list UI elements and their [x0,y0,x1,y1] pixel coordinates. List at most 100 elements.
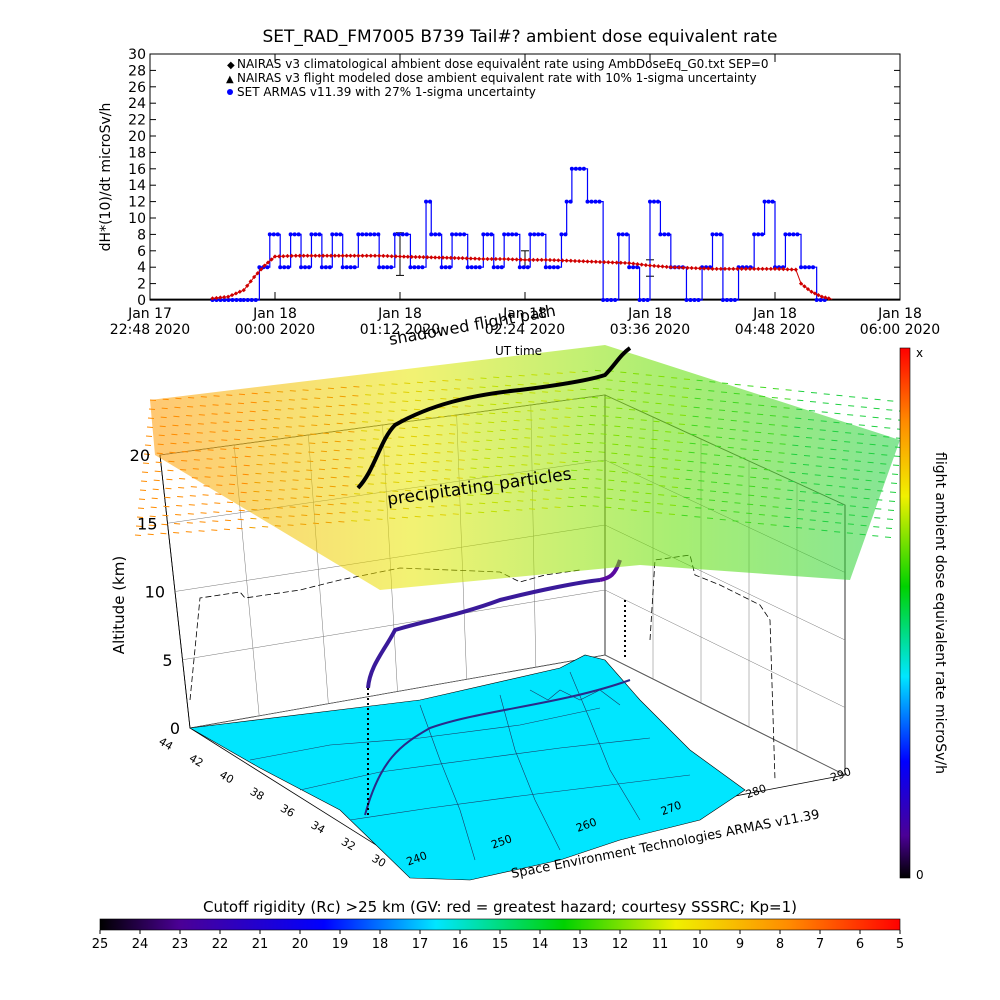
series-nairas-climatological-point [409,254,414,259]
series-set-armas-point [381,265,386,270]
particle-dash [167,469,174,472]
particle-dash [558,470,565,473]
particle-dash [776,470,783,472]
particle-dash [453,397,460,399]
particle-dash [853,469,860,471]
dose-colorbar: x 0 flight ambient dose equivalent rate … [899,346,948,882]
particle-dash [732,401,739,404]
x-tick-label-line2: 03:36 2020 [610,322,690,338]
series-set-armas-point [818,298,823,302]
series-nairas-climatological-point [647,263,653,268]
particle-dash [257,454,264,457]
series-nairas-climatological-point [685,265,690,270]
series-set-armas-point [265,265,270,270]
particle-dash [874,398,881,401]
particle-dash [809,401,817,403]
particle-dash [383,455,390,457]
particle-dash [837,504,844,506]
series-set-armas-point [760,232,765,237]
particle-dash [198,530,205,532]
particle-dash [812,492,819,494]
particle-dash [578,406,585,409]
particle-dash [559,461,566,464]
series-set-armas-point [481,232,486,237]
series-nairas-climatological-point [627,260,632,266]
rigidity-tick-label: 11 [652,937,669,952]
altitude-tick-label: 15 [137,514,157,533]
latitude-tick-label: 34 [309,818,328,836]
particle-dash [397,445,404,448]
series-set-armas-point [323,265,328,270]
series-nairas-climatological-point [781,267,786,272]
particle-dash [828,466,835,469]
particle-dash [212,404,219,406]
particle-dash [686,469,693,472]
particle-dash [490,510,497,513]
particle-dash [870,434,877,437]
series-nairas-climatological-point [226,294,231,299]
particle-dash [375,411,382,413]
rigidity-tick-label: 7 [816,937,824,952]
particle-dash [467,378,474,380]
particle-dash [222,430,229,432]
particle-dash [533,472,540,474]
particle-dash [691,424,698,427]
particle-dash [863,497,870,500]
particle-dash [250,517,257,520]
particle-dash [799,491,807,493]
particle-dash [801,473,809,475]
x-tick-label-line1: Jan 18 [252,306,297,322]
series-set-armas-point [641,298,646,302]
particle-dash [202,494,209,496]
particle-dash [659,485,666,487]
particle-dash [668,404,675,406]
particle-dash [288,515,295,517]
particle-dash [522,455,529,457]
particle-dash [360,439,367,441]
particle-dash [815,465,822,467]
particle-dash [695,388,702,391]
particle-dash [690,433,697,436]
series-set-armas-point [299,265,304,270]
particle-dash [751,467,758,470]
series-set-armas-point [569,166,574,171]
particle-dash [452,513,459,515]
particle-dash [427,398,434,401]
particle-dash [517,500,524,502]
particle-dash [887,400,894,402]
particle-dash [394,472,401,475]
rigidity-tick-label: 9 [736,937,744,952]
particle-dash [316,486,324,489]
series-set-armas-point [477,265,482,270]
particle-dash [665,431,672,433]
particle-dash [469,476,476,478]
rigidity-colorbar-gradient [99,918,901,931]
particle-dash [518,374,525,377]
series-set-armas-line [212,168,828,301]
series-nairas-climatological-point [485,256,490,262]
particle-dash [371,447,378,449]
particle-dash [873,407,880,410]
rigidity-tick-label: 19 [332,937,349,952]
particle-dash [769,414,776,417]
particle-dash [213,395,220,397]
particle-dash [467,494,474,496]
particle-dash [454,388,461,390]
series-nairas-climatological-point [764,266,769,271]
particle-dash [783,525,790,528]
particle-dash [198,414,205,416]
series-nairas-climatological-point [535,257,540,262]
particle-dash [851,487,858,489]
particle-dash [382,464,389,466]
particle-dash [770,405,777,408]
particle-dash [701,453,708,455]
particle-dash [403,498,410,501]
particle-dash [860,406,867,408]
particle-dash [446,460,453,462]
particle-dash [471,458,478,460]
particle-dash [696,379,703,382]
series-set-armas-point [791,232,796,237]
series-nairas-climatological-point [377,253,382,258]
particle-dash [818,438,825,440]
particle-dash [186,414,193,417]
